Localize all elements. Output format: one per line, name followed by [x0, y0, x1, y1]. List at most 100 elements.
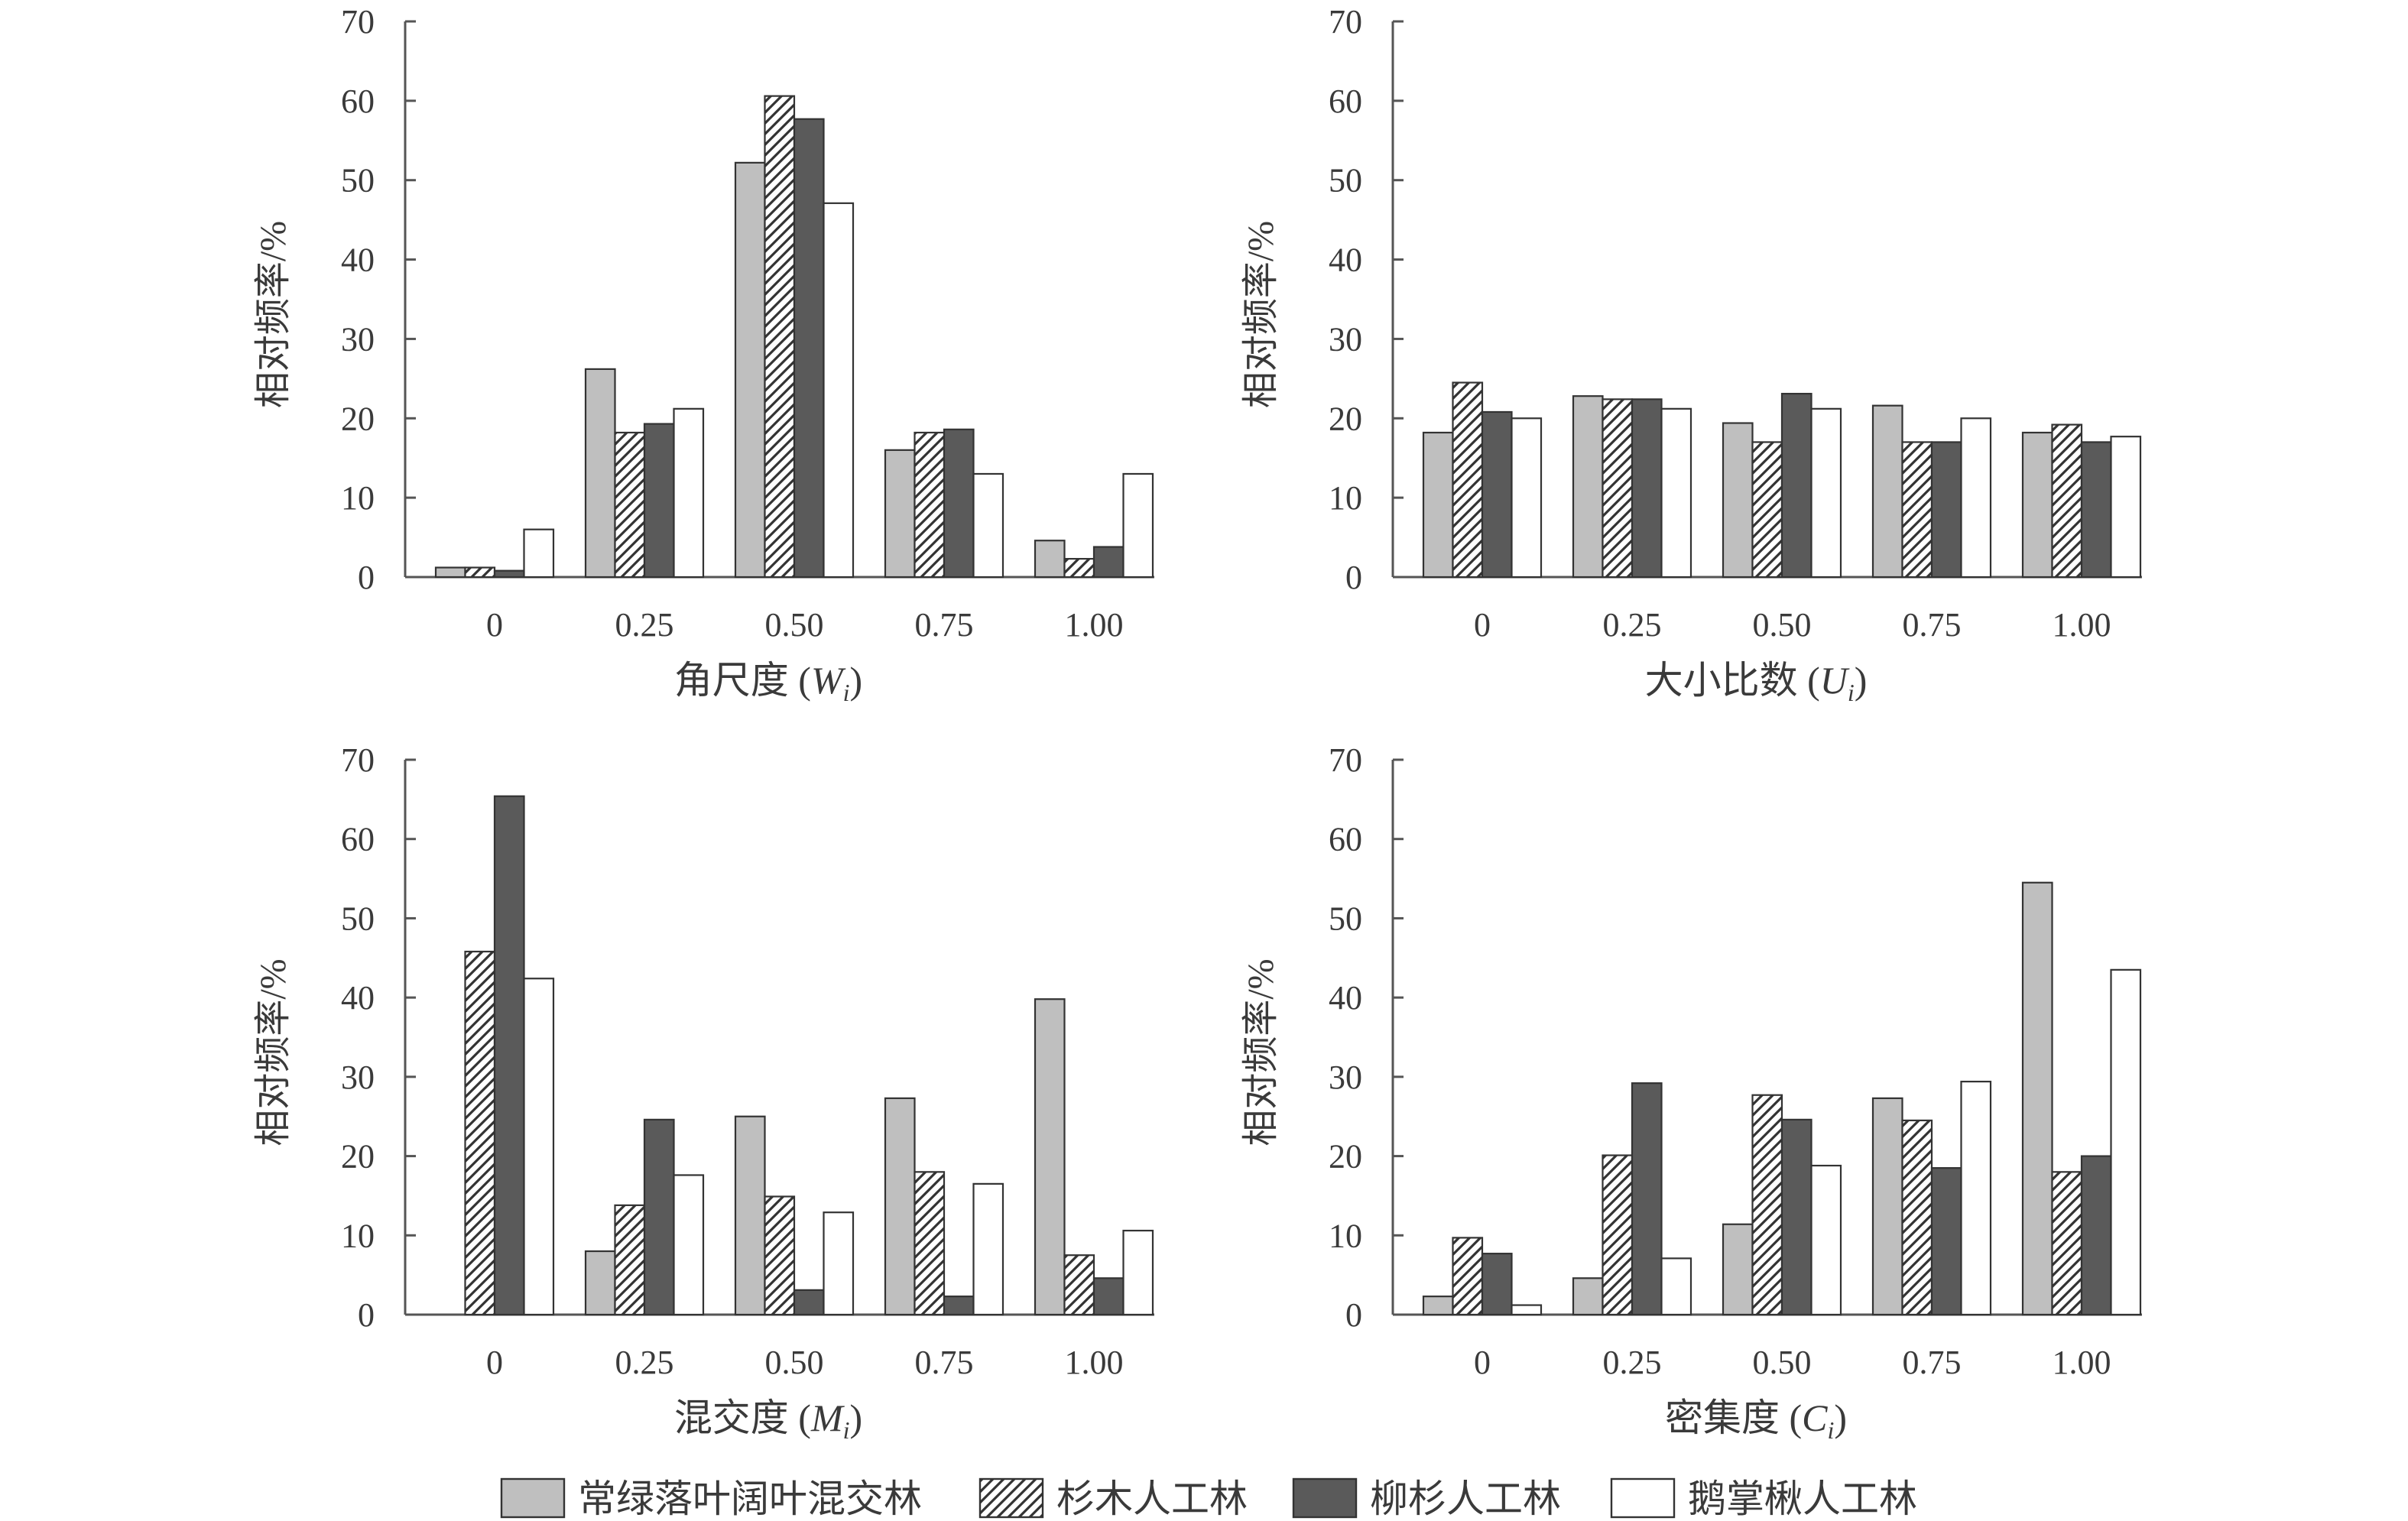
bar-M-s2-4	[1063, 1254, 1095, 1316]
y-tick-label: 70	[341, 741, 375, 779]
x-tick-label: 0.75	[915, 606, 974, 644]
y-tick-label: 10	[341, 1217, 375, 1254]
x-tick-label: 1.00	[1065, 1344, 1124, 1381]
bar-M-s3-1	[643, 1118, 675, 1316]
x-tick-label: 0.50	[765, 606, 824, 644]
bar-C-s3-4	[2080, 1155, 2112, 1316]
y-tick-label: 50	[1329, 162, 1362, 199]
y-tick-label: 40	[341, 242, 375, 279]
legend-swatch-2	[978, 1477, 1044, 1519]
bar-M-s1-4	[1034, 998, 1066, 1316]
y-tick-label: 30	[341, 320, 375, 358]
bar-M-s2-1	[614, 1204, 646, 1316]
x-tick-label: 0.75	[915, 1344, 974, 1381]
y-axis-label: 相对频率/%	[1241, 958, 1281, 1146]
y-axis-label: 相对频率/%	[253, 221, 294, 408]
bar-U-s4-3	[1960, 417, 1992, 579]
x-tick-label: 0.25	[1603, 606, 1662, 644]
bar-U-s4-2	[1810, 407, 1842, 579]
bar-U-s2-1	[1602, 398, 1634, 579]
chart-panel-W: 0 10 20 30 40 50 60 70 相对频率/% 0 0.25 0.50 0.75 1.00 角尺…	[253, 3, 1154, 706]
chart-panel-M: 0 10 20 30 40 50 60 70 相对频率/% 0 0.25 0.50 0.75 1.00 混交…	[253, 741, 1154, 1444]
bar-C-s2-1	[1602, 1154, 1634, 1316]
bar-U-s2-0	[1452, 381, 1484, 579]
chart-panel-C: 0 10 20 30 40 50 60 70 相对频率/% 0 0.25 0.50 0.75 1.00 密集…	[1241, 741, 2142, 1444]
x-tick-label: 1.00	[1065, 606, 1124, 644]
bar-U-s4-1	[1660, 407, 1692, 579]
y-tick-label: 20	[1329, 1138, 1362, 1176]
x-axis-label: 角尺度 (Wi)	[674, 659, 862, 706]
bar-M-s4-3	[972, 1182, 1004, 1316]
bar-W-s3-3	[943, 428, 975, 579]
bar-M-s4-4	[1122, 1229, 1154, 1316]
x-tick-label: 0.25	[1603, 1344, 1662, 1381]
bar-C-s1-4	[2021, 881, 2053, 1316]
x-tick-label: 0.50	[1753, 1344, 1812, 1381]
bar-U-s3-2	[1780, 392, 1812, 579]
bar-C-s4-4	[2110, 968, 2142, 1316]
y-tick-label: 30	[1329, 320, 1362, 358]
bar-M-s1-2	[734, 1115, 766, 1316]
x-tick-label: 0.25	[615, 1344, 674, 1381]
legend-swatch-4	[1610, 1477, 1676, 1519]
bar-W-s4-1	[673, 407, 705, 579]
y-tick-label: 70	[1329, 3, 1362, 41]
x-tick-label: 0.50	[765, 1344, 824, 1381]
x-tick-label: 1.00	[2053, 1344, 2111, 1381]
legend-swatch-1	[500, 1477, 566, 1519]
y-tick-label: 30	[1329, 1059, 1362, 1096]
y-tick-label: 70	[341, 3, 375, 41]
bar-U-s2-3	[1901, 441, 1933, 579]
bar-U-s3-0	[1481, 410, 1513, 579]
y-tick-label: 70	[1329, 741, 1362, 779]
bar-C-s2-3	[1901, 1119, 1933, 1316]
bar-W-s3-4	[1092, 546, 1124, 579]
bar-M-s3-4	[1092, 1277, 1124, 1316]
bar-C-s4-1	[1660, 1257, 1692, 1316]
bar-M-s4-1	[673, 1174, 705, 1316]
bar-U-s4-0	[1511, 417, 1543, 579]
x-tick-label: 0.50	[1753, 606, 1812, 644]
bar-U-s1-3	[1871, 404, 1903, 579]
x-axis-label: 密集度 (Ci)	[1665, 1396, 1847, 1444]
bar-C-s3-3	[1930, 1167, 1962, 1316]
bar-W-s3-0	[493, 569, 525, 579]
bar-W-s1-4	[1034, 540, 1066, 579]
bar-M-s2-2	[764, 1195, 796, 1316]
bar-U-s3-1	[1631, 398, 1663, 579]
y-axis-label: 相对频率/%	[253, 958, 294, 1146]
bar-C-s3-0	[1481, 1253, 1513, 1316]
legend-label-3: 柳杉人工林	[1370, 1477, 1561, 1520]
bar-U-s1-1	[1572, 395, 1604, 579]
bar-W-s1-2	[734, 161, 766, 579]
bar-U-s2-2	[1751, 441, 1783, 579]
bar-W-s2-1	[614, 431, 646, 579]
y-tick-label: 0	[1345, 1296, 1362, 1334]
legend-swatch-3	[1292, 1477, 1358, 1519]
x-axis-label: 大小比数 (Ui)	[1645, 659, 1868, 706]
y-tick-label: 40	[1329, 242, 1362, 279]
bar-C-s4-2	[1810, 1164, 1842, 1316]
bar-U-s4-4	[2110, 436, 2142, 579]
bar-W-s4-0	[523, 528, 555, 579]
x-tick-label: 0.75	[1903, 1344, 1962, 1381]
y-tick-label: 50	[341, 900, 375, 937]
bar-U-s1-0	[1422, 431, 1454, 579]
bar-W-s2-2	[764, 95, 796, 579]
bar-U-s3-4	[2080, 441, 2112, 579]
y-tick-label: 60	[1329, 83, 1362, 120]
legend-label-1: 常绿落叶阔叶混交林	[578, 1477, 922, 1520]
bar-C-s1-3	[1871, 1097, 1903, 1316]
x-tick-label: 0	[1474, 1344, 1491, 1381]
bar-C-s4-3	[1960, 1080, 1992, 1316]
bar-M-s4-2	[823, 1211, 855, 1316]
bar-W-s1-1	[584, 368, 616, 579]
bar-W-s4-2	[823, 202, 855, 579]
x-tick-label: 0.75	[1903, 606, 1962, 644]
bar-C-s1-2	[1722, 1223, 1754, 1316]
bar-M-s1-1	[584, 1250, 616, 1316]
bar-M-s3-3	[943, 1296, 975, 1316]
bar-U-s1-2	[1722, 422, 1754, 579]
chart-panel-U: 0 10 20 30 40 50 60 70 相对频率/% 0 0.25 0.50 0.75 1.00 大小…	[1241, 3, 2142, 706]
bar-W-s2-3	[914, 431, 946, 579]
